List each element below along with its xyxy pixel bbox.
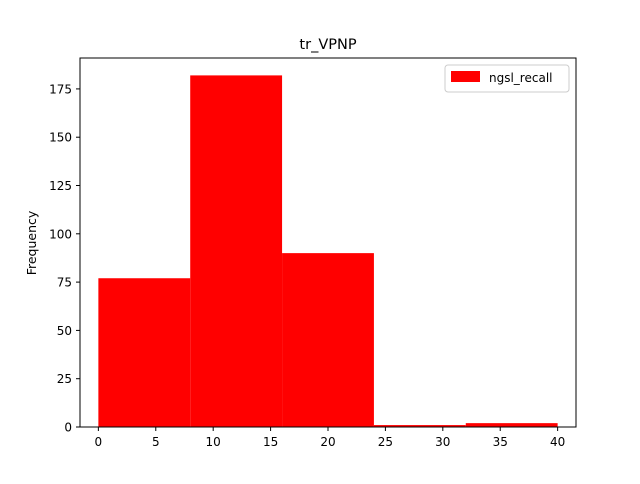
bars-layer <box>98 75 558 427</box>
x-tick-label: 0 <box>95 435 103 449</box>
histogram-bar <box>465 423 558 427</box>
histogram-bar <box>190 75 283 427</box>
y-tick-label: 25 <box>57 372 72 386</box>
chart-title: tr_VPNP <box>299 37 356 53</box>
x-tick-label: 20 <box>320 435 335 449</box>
x-tick-label: 15 <box>263 435 278 449</box>
legend-swatch-ngsl-recall <box>451 71 480 82</box>
x-tick-label: 5 <box>152 435 160 449</box>
legend-label-ngsl-recall: ngsl_recall <box>489 71 552 85</box>
x-tick-label: 25 <box>378 435 393 449</box>
y-axis: 0 25 50 75 100 125 150 175 <box>49 82 80 435</box>
y-tick-label: 50 <box>57 324 72 338</box>
x-tick-label: 10 <box>206 435 221 449</box>
x-axis: 0 5 10 15 20 25 30 35 40 <box>95 427 565 449</box>
x-tick-label: 30 <box>435 435 450 449</box>
y-tick-label: 0 <box>64 421 72 435</box>
histogram-bar <box>98 278 191 427</box>
y-tick-label: 175 <box>49 82 72 96</box>
y-tick-label: 125 <box>49 179 72 193</box>
y-tick-label: 150 <box>49 131 72 145</box>
histogram-bar <box>282 253 374 427</box>
plot-frame <box>79 57 577 428</box>
x-tick-label: 35 <box>493 435 508 449</box>
legend: ngsl_recall <box>444 64 570 93</box>
y-axis-label: Frequency <box>24 210 39 275</box>
y-tick-label: 75 <box>57 276 72 290</box>
histogram-bar <box>373 425 466 427</box>
x-tick-label: 40 <box>550 435 565 449</box>
y-tick-label: 100 <box>49 227 72 241</box>
